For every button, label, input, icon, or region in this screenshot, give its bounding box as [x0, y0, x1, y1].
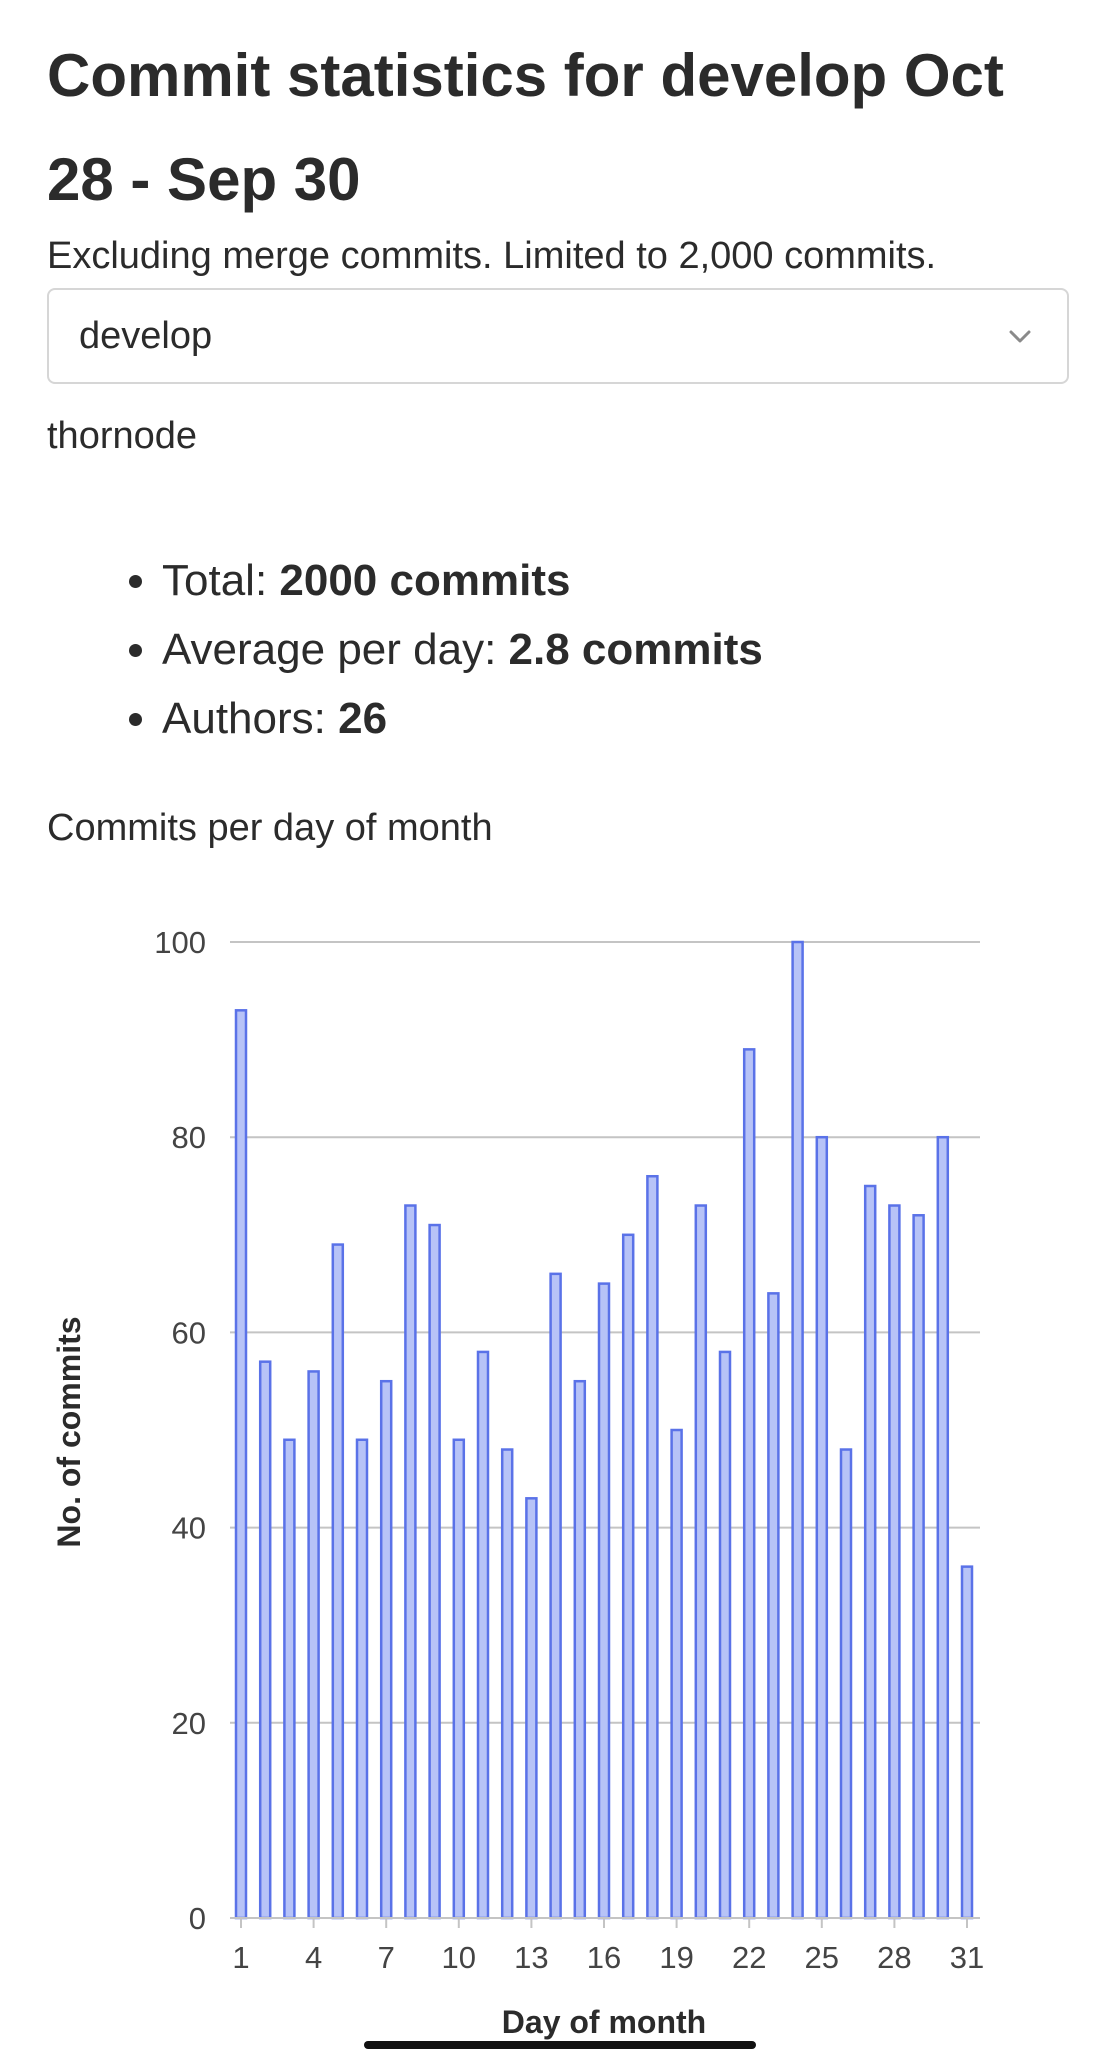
branch-select-value: develop: [79, 314, 213, 357]
x-tick-label: 16: [587, 1940, 621, 1975]
stat-authors: Authors: 26: [162, 684, 763, 753]
chevron-down-icon: [1009, 330, 1031, 343]
bar-day-10: [452, 1438, 466, 1920]
x-axis: 1 4 7 10 13 16 19 22 25 28 31: [230, 1917, 984, 1975]
bar-day-19: [670, 1428, 683, 1920]
bar-day-8: [404, 1204, 417, 1920]
x-tick-label: 25: [805, 1940, 839, 1975]
bar-day-12: [500, 1448, 514, 1920]
stat-value: 2000 commits: [279, 556, 571, 605]
stat-value: 26: [338, 694, 388, 743]
bar-day-26: [839, 1448, 853, 1920]
y-tick-label: 40: [172, 1511, 206, 1546]
bar-day-11: [476, 1350, 490, 1920]
bar-day-23: [767, 1292, 780, 1920]
bar-day-15: [573, 1379, 587, 1920]
chart-heading: Commits per day of month: [47, 807, 493, 849]
bar-day-28: [888, 1204, 901, 1920]
bar-day-16: [597, 1282, 611, 1920]
bar-day-24: [791, 940, 804, 1920]
bar-day-14: [549, 1272, 562, 1920]
x-tick-label: 4: [305, 1940, 322, 1975]
y-tick-label: 0: [189, 1901, 206, 1936]
bars: [234, 940, 974, 1920]
bar-day-29: [912, 1214, 925, 1920]
bar-day-22: [742, 1048, 756, 1920]
y-tick-label: 20: [172, 1706, 206, 1741]
bar-day-6: [355, 1438, 369, 1920]
stat-value: 2.8 commits: [508, 625, 763, 674]
bar-day-9: [428, 1223, 441, 1920]
y-tick-label: 60: [172, 1315, 206, 1350]
y-tick-labels: 0 20 40 60 80 100: [154, 925, 206, 1936]
stat-label: Total:: [162, 556, 280, 605]
stats-list: Total: 2000 commits Average per day: 2.8…: [62, 546, 763, 753]
bar-day-3: [283, 1438, 296, 1920]
x-tick-label: 13: [514, 1940, 548, 1975]
x-tick-label: 28: [877, 1940, 911, 1975]
bar-day-25: [815, 1135, 829, 1920]
y-axis-title: No. of commits: [51, 1316, 87, 1547]
bar-day-31: [960, 1565, 974, 1920]
project-name: thornode: [47, 415, 198, 457]
bar-day-4: [307, 1370, 320, 1920]
x-tick-label: 22: [732, 1940, 766, 1975]
y-tick-label: 100: [154, 925, 206, 960]
stat-label: Average per day:: [162, 625, 509, 674]
title-range: Oct 28 - Sep 30: [47, 42, 1004, 213]
bar-day-17: [621, 1233, 635, 1920]
x-tick-label: 31: [950, 1940, 984, 1975]
x-axis-title: Day of month: [502, 2004, 706, 2040]
commits-note: Excluding merge commits. Limited to 2,00…: [47, 235, 937, 277]
x-tick-label: 19: [659, 1940, 693, 1975]
bar-day-21: [718, 1350, 732, 1920]
bar-day-30: [936, 1135, 950, 1920]
commits-per-day-chart: 0 20 40 60 80 100 1 4 7 10 13 16 19 22 25 28 31 No. of …: [51, 925, 984, 2040]
home-indicator: [364, 2041, 756, 2049]
bar-day-5: [331, 1243, 345, 1920]
branch-select[interactable]: develop: [47, 288, 1069, 384]
title-prefix: Commit statistics for: [47, 42, 661, 109]
title-branch: develop: [660, 42, 888, 109]
bar-day-18: [646, 1174, 659, 1920]
page-title: Commit statistics for develop Oct 28 - S…: [47, 24, 1087, 232]
x-tick-label: 1: [232, 1940, 249, 1975]
x-tick-label: 10: [442, 1940, 476, 1975]
bar-day-2: [258, 1360, 272, 1920]
x-tick-label: 7: [378, 1940, 395, 1975]
bar-day-27: [863, 1184, 877, 1920]
stat-total: Total: 2000 commits: [162, 546, 763, 615]
bar-day-7: [379, 1379, 393, 1920]
bar-day-13: [525, 1497, 538, 1920]
stat-average: Average per day: 2.8 commits: [162, 615, 763, 684]
stat-label: Authors:: [162, 694, 339, 743]
bar-day-1: [234, 1009, 248, 1920]
bar-day-20: [694, 1204, 708, 1920]
y-tick-label: 80: [172, 1120, 206, 1155]
